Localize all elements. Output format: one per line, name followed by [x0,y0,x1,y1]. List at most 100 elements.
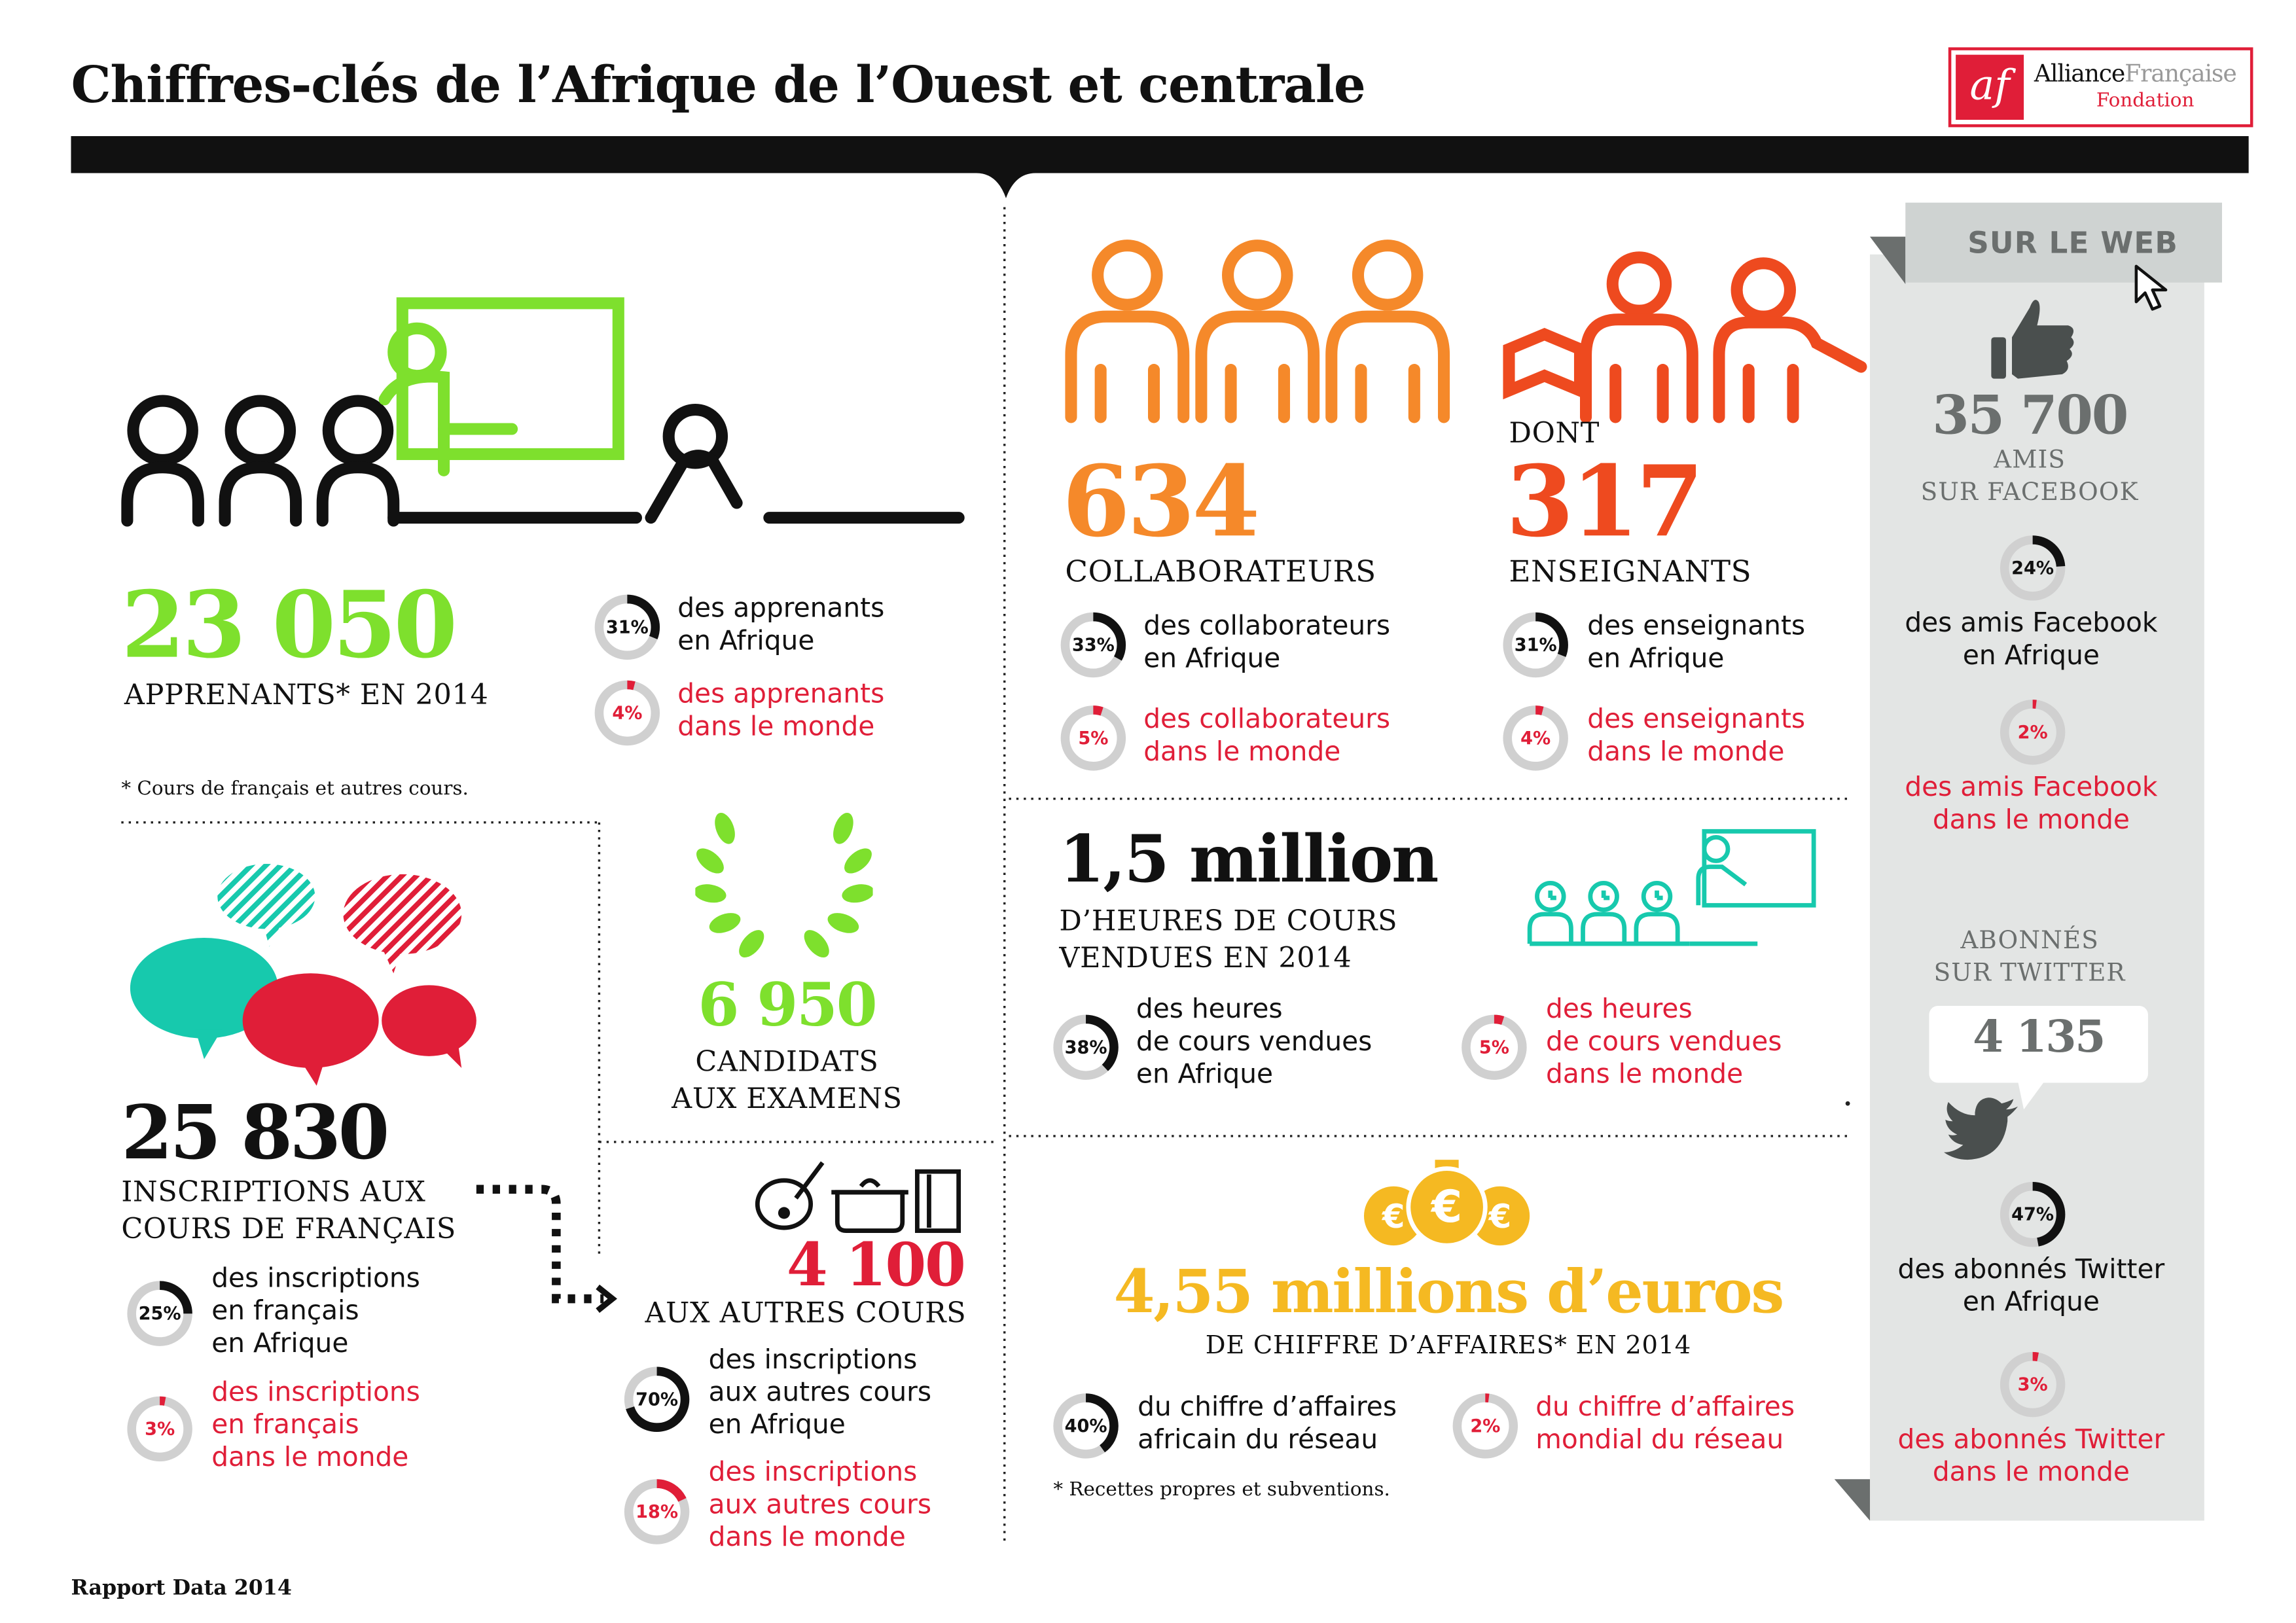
twitter-caption-2: SUR TWITTER [1933,958,2126,987]
text-line: des inscriptions [211,1263,420,1294]
classroom-icon [121,297,965,527]
facebook-world-text: des amis Facebook dans le monde [1873,772,2190,837]
svg-text:€: € [1488,1198,1512,1236]
donut-label: 25% [138,1303,181,1324]
turnover-caption: DE CHIFFRE D’AFFAIRES* EN 2014 [1205,1331,1691,1361]
facebook-caption-2: SUR FACEBOOK [1920,478,2139,507]
donut-fill [2000,535,2066,601]
logo-word-alliance: Alliance [2034,59,2125,88]
facebook-caption-1: AMIS [1994,445,2066,474]
dotted-arrow-icon [476,1185,618,1313]
donut-fill [1060,705,1126,771]
donut-ring [624,1366,690,1432]
donut-ring [2000,1181,2066,1247]
twitter-africa-donut: 47% [1997,1179,2068,1249]
other-courses-world-donut: 18% [621,1476,692,1547]
donut-label: 33% [1071,634,1115,656]
page-title: Chiffres-clés de l’Afrique de l’Ouest et… [71,56,1365,116]
teachers-africa-donut: 31% [1500,609,1571,680]
donut-fill [1053,1014,1119,1080]
text-line: dans le monde [1587,736,1785,768]
logo-text: AllianceFrançaise [2034,59,2237,88]
text-line: africain du réseau [1138,1424,1378,1456]
donut-label: 47% [2011,1204,2054,1225]
learners-africa-text: des apprenants en Afrique [677,593,884,658]
donut-label: 3% [2017,1374,2048,1395]
other-courses-africa-text: des inscriptions aux autres cours en Afriq… [709,1345,931,1442]
twitter-bird-icon [1944,1097,2018,1160]
donut-label: 4% [1520,728,1551,749]
alliance-francaise-logo: af AllianceFrançaise Fondation [1948,47,2253,128]
logo-mark: af [1956,54,2024,120]
hours-caption-2: VENDUES EN 2014 [1059,942,1352,975]
text-line: dans le monde [211,1442,409,1474]
text-line: dans le monde [1143,736,1341,768]
logo-word-francaise: Française [2125,59,2237,88]
other-courses-africa-donut: 70% [621,1364,692,1435]
text-line: dans le monde [1932,1457,2130,1488]
text-line: des amis Facebook [1905,772,2158,804]
donut-ring [1503,705,1568,771]
donut-ring [1060,612,1126,678]
turnover-note: * Recettes propres et subventions. [1053,1479,1390,1502]
learners-number: 23 050 [121,571,457,679]
text-line: dans le monde [1932,804,2130,836]
text-line: de cours vendues [1546,1026,1782,1058]
donut-ring [624,1479,690,1544]
donut-label: 5% [1479,1037,1509,1058]
donut-label: 40% [1064,1416,1107,1436]
staff-africa-text: des collaborateurs en Afrique [1143,611,1390,676]
euro-coins-icon: € € € [1363,1160,1530,1248]
donut-label: 38% [1064,1037,1107,1058]
twitter-africa-text: des abonnés Twitter en Afrique [1873,1255,2190,1319]
learners-africa-donut: 31% [592,592,662,662]
registrations-number: 25 830 [121,1088,389,1176]
text-line: des inscriptions [211,1377,420,1408]
logo-subtext: Fondation [2096,90,2195,113]
donut-fill [594,594,660,660]
teal-classroom-icon [1527,829,1816,946]
learners-caption: APPRENANTS* EN 2014 [124,679,489,712]
donut-ring [2000,700,2066,765]
registrations-caption-2: COURS DE FRANÇAIS [121,1213,456,1246]
header-bar [71,135,2249,198]
donut-ring [1462,1014,1527,1080]
donut-ring [1452,1393,1518,1459]
twitter-world-donut: 3% [1997,1349,2068,1419]
donut-label: 3% [145,1418,175,1440]
text-line: des apprenants [677,679,885,710]
donut-label: 18% [636,1501,679,1522]
text-line: aux autres cours [708,1377,932,1408]
text-line: en français [211,1296,359,1327]
donut-label: 31% [1514,634,1557,656]
staff-africa-donut: 33% [1058,609,1128,680]
text-line: des collaborateurs [1143,611,1391,642]
teachers-caption: ENSEIGNANTS [1509,553,1752,589]
facebook-africa-text: des amis Facebook en Afrique [1873,608,2190,673]
teachers-africa-text: des enseignants en Afrique [1587,611,1805,676]
text-line: aux autres cours [708,1489,932,1521]
palette-pot-book-icon [755,1161,961,1233]
turnover-world-donut: 2% [1450,1391,1520,1461]
donut-label: 2% [2017,722,2048,743]
donut-fill [624,1366,690,1432]
donut-fill [1452,1393,1518,1459]
other-courses-world-text: des inscriptions aux autres cours dans le … [709,1457,931,1554]
web-header-label: SUR LE WEB [1967,224,2178,260]
staff-caption: COLLABORATEURS [1065,553,1376,589]
text-line: dans le monde [708,1522,906,1554]
donut-fill [2000,1351,2066,1418]
turnover-africa-text: du chiffre d’affaires africain du réseau [1138,1392,1397,1457]
donut-label: 2% [1470,1416,1501,1436]
hours-number: 1,5 million [1059,822,1439,899]
laurel-wreath-icon [695,812,873,958]
text-line: en Afrique [1962,1287,2100,1318]
donut-ring [1053,1393,1119,1459]
svg-text:€: € [1382,1198,1405,1236]
donut-fill [1462,1014,1527,1080]
registrations-africa-text: des inscriptions en français en Afrique [211,1263,420,1361]
text-line: des abonnés Twitter [1897,1254,2165,1286]
text-line: mondial du réseau [1535,1424,1784,1456]
text-line: en Afrique [1136,1059,1274,1090]
staff-people-icon [1065,240,1867,423]
